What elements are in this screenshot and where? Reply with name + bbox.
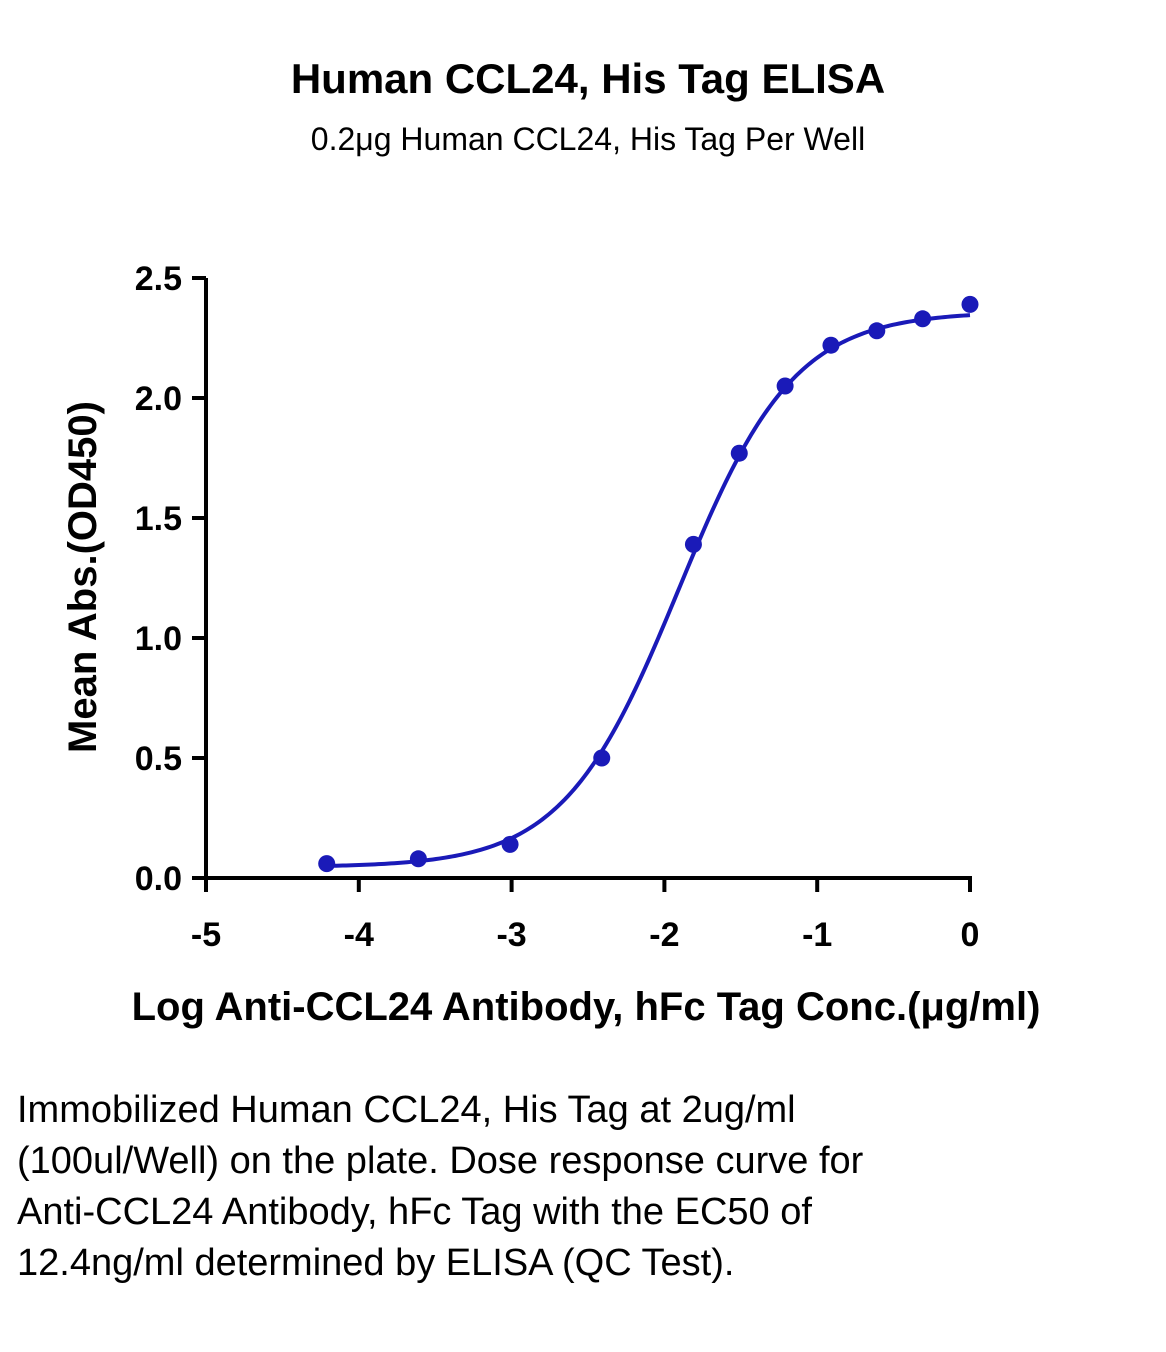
chart-subtitle: 0.2μg Human CCL24, His Tag Per Well	[311, 121, 865, 157]
y-tick-label: 0.5	[135, 740, 182, 778]
fit-curve-line	[326, 313, 971, 868]
data-point	[914, 310, 932, 328]
x-tick-label: -5	[191, 916, 221, 954]
x-tick-label: -2	[649, 916, 679, 954]
x-tick-label: 0	[961, 916, 980, 954]
y-tick-label: 0.0	[135, 860, 182, 898]
elisa-chart: Human CCL24, His Tag ELISA 0.2μg Human C…	[61, 55, 1041, 1029]
data-point	[776, 377, 794, 395]
data-point	[501, 835, 519, 853]
y-axis-label: Mean Abs.(OD450)	[61, 401, 105, 753]
data-point	[593, 749, 611, 767]
figure-caption: Immobilized Human CCL24, His Tag at 2ug/…	[17, 1089, 864, 1284]
y-tick-label: 1.0	[135, 620, 182, 658]
data-point	[961, 295, 979, 313]
x-axis-label: Log Anti-CCL24 Antibody, hFc Tag Conc.(μ…	[132, 985, 1041, 1029]
y-tick-label: 1.5	[135, 500, 182, 538]
x-tick-label: -4	[344, 916, 374, 954]
y-tick-label: 2.5	[135, 260, 182, 298]
data-point	[318, 855, 336, 873]
x-tick-label: -1	[802, 916, 832, 954]
chart-title: Human CCL24, His Tag ELISA	[291, 55, 885, 102]
y-tick-label: 2.0	[135, 380, 182, 418]
data-point	[868, 322, 886, 340]
data-point	[409, 850, 427, 868]
data-point	[730, 444, 748, 462]
data-point	[684, 535, 702, 553]
data-point	[822, 336, 840, 354]
x-tick-label: -3	[496, 916, 526, 954]
